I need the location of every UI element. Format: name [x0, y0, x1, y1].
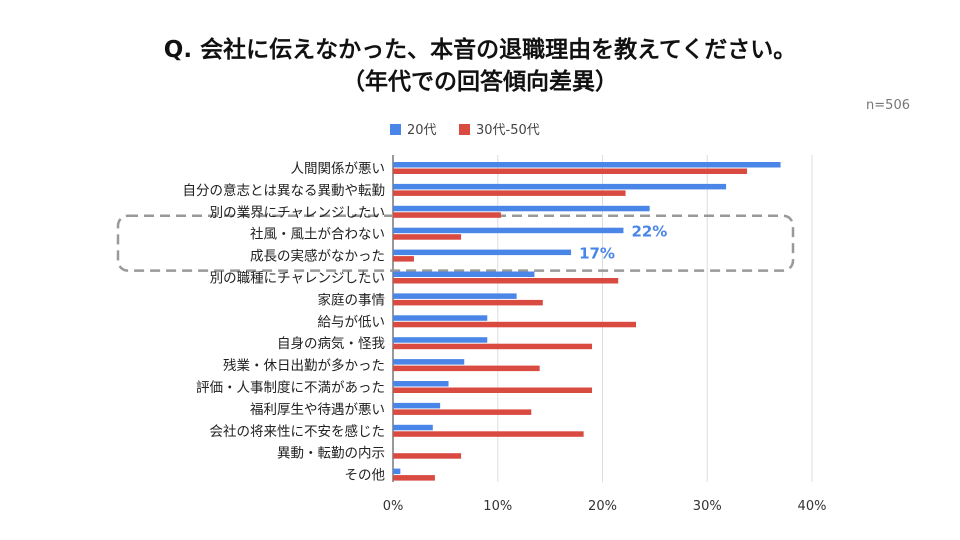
bar: [393, 212, 501, 218]
bar: [393, 337, 488, 343]
x-tick-label: 40%: [798, 499, 827, 514]
bar: [393, 453, 462, 459]
data-label: 17%: [579, 245, 615, 263]
bar: [393, 468, 401, 475]
bar: [393, 359, 465, 365]
bar: [393, 343, 593, 350]
x-tick-label: 0%: [383, 499, 404, 514]
bar: [393, 168, 748, 174]
chart-title-line1: Q. 会社に伝えなかった、本音の退職理由を教えてください。: [163, 37, 797, 63]
sample-size-label: n=506: [866, 98, 910, 113]
bar: [393, 409, 532, 415]
bar: [393, 205, 650, 212]
category-label: 社風・風土が合わない: [250, 227, 385, 243]
bar: [393, 190, 626, 196]
bar: [393, 424, 433, 431]
x-tick-label: 10%: [483, 499, 512, 514]
category-label: 異動・転勤の内示: [277, 446, 385, 462]
category-label: 別の業界にチャレンジしたい: [210, 205, 385, 221]
legend-label: 20代: [407, 123, 437, 138]
legend-label: 30代-50代: [476, 123, 540, 138]
x-tick-label: 20%: [588, 499, 617, 514]
legend-swatch: [459, 124, 470, 135]
category-label: 残業・休日出勤が多かった: [223, 357, 385, 374]
x-tick-label: 30%: [693, 499, 722, 514]
bar: [393, 278, 619, 284]
bar: [393, 299, 543, 306]
category-label: 福利厚生や待遇が悪い: [250, 402, 385, 418]
category-label: 成長の実感がなかった: [250, 248, 385, 265]
highlight-box: [116, 214, 795, 272]
chart-title-line2: （年代での回答傾向差異）: [342, 69, 618, 95]
category-label: 人間関係が悪い: [291, 161, 386, 177]
bar: [393, 249, 572, 256]
bar: [393, 387, 593, 393]
bar: [393, 365, 540, 372]
data-label: 22%: [631, 223, 667, 241]
bar: [393, 162, 781, 168]
bar: [393, 402, 441, 409]
category-label: 自身の病気・怪我: [277, 336, 385, 352]
bar: [393, 256, 414, 262]
bar: [393, 475, 435, 481]
bar: [393, 381, 449, 387]
bar: [393, 293, 517, 299]
bar: [393, 227, 624, 234]
category-label: 会社の将来性に不安を感じた: [210, 423, 386, 440]
legend-swatch: [390, 124, 401, 135]
category-label: 給与が低い: [318, 314, 386, 330]
bar: [393, 271, 535, 277]
category-label: その他: [345, 468, 386, 484]
category-label: 別の職種にチャレンジしたい: [210, 271, 385, 287]
category-label: 自分の意志とは異なる異動や転勤: [183, 182, 386, 199]
bar: [393, 315, 488, 321]
bar: [393, 321, 637, 328]
category-label: 家庭の事情: [318, 291, 386, 308]
category-label: 評価・人事制度に不満があった: [196, 380, 385, 396]
bar: [393, 234, 462, 240]
bar: [393, 431, 584, 437]
bar: [393, 183, 727, 190]
